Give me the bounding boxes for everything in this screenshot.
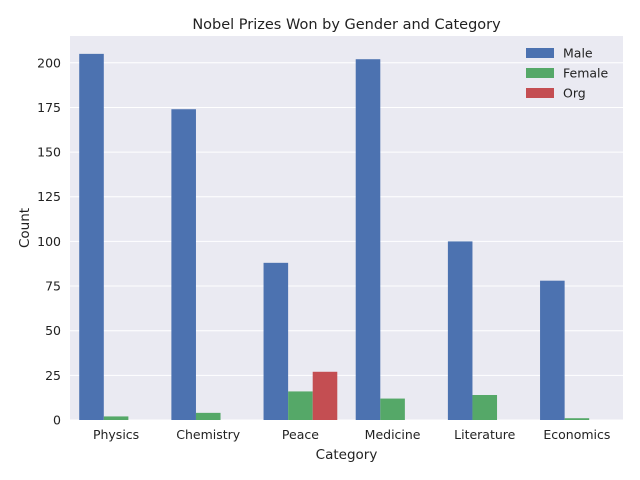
chart-title: Nobel Prizes Won by Gender and Category xyxy=(192,17,501,33)
bar-female-physics xyxy=(103,416,129,420)
y-tick-label: 0 xyxy=(53,413,61,428)
x-tick-label: Literature xyxy=(454,427,516,442)
bar-female-peace xyxy=(288,391,313,420)
bar-org-peace xyxy=(312,371,338,420)
bars xyxy=(79,53,590,421)
x-tick-label: Physics xyxy=(93,427,139,442)
bar-male-chemistry xyxy=(171,109,196,420)
x-tick-label: Peace xyxy=(282,427,319,442)
bar-female-economics xyxy=(564,418,590,420)
y-tick-label: 50 xyxy=(45,323,61,338)
bar-female-literature xyxy=(472,394,498,420)
x-tick-label: Economics xyxy=(543,427,610,442)
y-axis: 0 25 50 75 100 125 150 175 200 xyxy=(37,55,61,427)
y-tick-label: 200 xyxy=(37,55,61,70)
plot-background xyxy=(70,36,623,420)
legend-swatch-female xyxy=(526,68,554,78)
bar-female-chemistry xyxy=(195,412,221,420)
bar-male-economics xyxy=(540,280,565,420)
x-axis-label: Category xyxy=(316,447,378,463)
legend-swatch-org xyxy=(526,88,554,98)
bar-male-peace xyxy=(263,262,289,420)
y-tick-label: 150 xyxy=(37,145,61,160)
x-tick-label: Medicine xyxy=(365,427,421,442)
y-tick-label: 25 xyxy=(45,368,61,383)
grid xyxy=(70,62,623,421)
y-tick-label: 75 xyxy=(45,279,61,294)
y-axis-label: Count xyxy=(17,208,33,248)
x-tick-label: Chemistry xyxy=(176,427,241,442)
legend-label-org: Org xyxy=(563,86,586,101)
bar-male-physics xyxy=(79,53,104,420)
y-tick-label: 100 xyxy=(37,234,61,249)
legend-swatch-male xyxy=(526,48,554,58)
bar-female-medicine xyxy=(380,398,405,420)
y-tick-label: 125 xyxy=(37,189,61,204)
x-axis: Physics Chemistry Peace Medicine Literature E… xyxy=(93,427,610,442)
legend-label-female: Female xyxy=(563,66,609,81)
bar-male-medicine xyxy=(355,59,381,421)
legend-label-male: Male xyxy=(563,46,593,61)
legend: Male Female Org xyxy=(526,46,609,101)
y-tick-label: 175 xyxy=(37,100,61,115)
bar-male-literature xyxy=(447,241,473,420)
